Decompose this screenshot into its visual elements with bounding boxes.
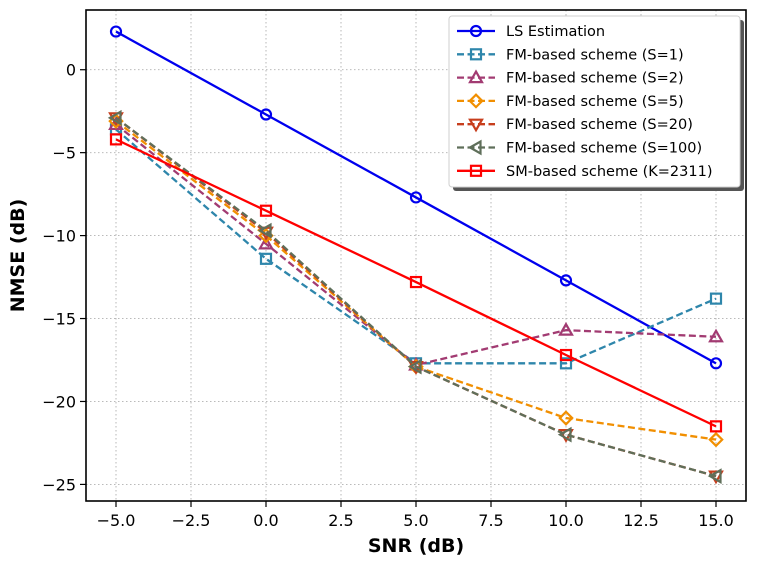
- x-tick-label: 12.5: [623, 511, 659, 530]
- grid-lines: [86, 10, 746, 501]
- data-point-ls-estimation: [409, 191, 423, 204]
- data-point-sm-based-scheme-k-2311: [259, 204, 273, 217]
- x-tick-label: 15.0: [698, 511, 734, 530]
- y-axis-title: NMSE (dB): [7, 199, 29, 313]
- legend-box: [448, 15, 741, 188]
- data-point-ls-estimation: [259, 108, 273, 121]
- data-point-fm-based-scheme-s-100: [107, 109, 122, 126]
- x-tick-label: 0.0: [253, 511, 278, 530]
- data-point-fm-based-scheme-s-100: [557, 426, 572, 443]
- data-point-fm-based-scheme-s-2: [258, 235, 274, 250]
- data-point-fm-based-scheme-s-5: [708, 431, 724, 448]
- data-point-sm-based-scheme-k-2311: [559, 348, 573, 362]
- legend-label-fm-based-scheme-s-100: FM-based scheme (S=100): [506, 141, 702, 157]
- x-tick-label: −5.0: [97, 511, 136, 530]
- series-line-ls-estimation: [115, 30, 717, 365]
- x-tick-label: 5.0: [403, 511, 428, 530]
- y-tick-label: −5: [52, 144, 76, 163]
- axis-ticks: −5.0 −2.5 0.0 2.5 5.0 7.5 10.0 12.5 15.0 0 −5 −10 −1…: [42, 61, 734, 530]
- data-point-fm-based-scheme-s-2: [708, 328, 724, 343]
- x-axis-title: SNR (dB): [368, 535, 464, 557]
- series-ls-estimation: [109, 25, 723, 370]
- legend-marker-ls-estimation: [469, 24, 483, 38]
- legend-label-fm-based-scheme-s-1: FM-based scheme (S=1): [506, 47, 684, 63]
- x-tick-label: 2.5: [328, 511, 353, 530]
- legend-marker-fm-based-scheme-s-1: [469, 48, 483, 61]
- data-point-sm-based-scheme-k-2311: [109, 133, 123, 146]
- x-tick-label: −2.5: [172, 511, 211, 530]
- x-tick-label: 10.0: [548, 511, 584, 530]
- data-point-fm-based-scheme-s-2: [558, 321, 574, 336]
- series-line-fm-based-scheme-s-100: [115, 116, 717, 478]
- legend: LS Estimation FM-based scheme (S=1) FM-bas…: [448, 15, 744, 191]
- data-point-fm-based-scheme-s-5: [558, 410, 574, 426]
- legend-marker-fm-based-scheme-s-100: [467, 139, 482, 156]
- legend-marker-fm-based-scheme-s-5: [468, 93, 484, 109]
- series-line-sm-based-scheme-k-2311: [115, 138, 717, 428]
- data-point-ls-estimation: [559, 274, 573, 287]
- data-point-ls-estimation: [709, 357, 723, 370]
- legend-label-fm-based-scheme-s-2: FM-based scheme (S=2): [506, 71, 684, 87]
- data-point-fm-based-scheme-s-100: [257, 222, 272, 239]
- data-point-fm-based-scheme-s-1: [559, 357, 573, 370]
- series-line-fm-based-scheme-s-2: [115, 123, 717, 367]
- y-tick-label: 0: [66, 61, 76, 80]
- series-sm-based-scheme-k-2311: [109, 133, 723, 433]
- legend-label-ls-estimation: LS Estimation: [506, 24, 605, 40]
- legend-label-sm-based-scheme-k-2311: SM-based scheme (K=2311): [506, 164, 713, 180]
- data-point-fm-based-scheme-s-100: [707, 468, 722, 485]
- legend-marker-sm-based-scheme-k-2311: [469, 164, 483, 177]
- data-point-sm-based-scheme-k-2311: [409, 275, 423, 289]
- data-point-ls-estimation: [109, 25, 123, 38]
- x-tick-label: 7.5: [478, 511, 503, 530]
- series-group: [107, 25, 724, 485]
- series-fm-based-scheme-s-100: [107, 109, 722, 485]
- y-tick-label: −25: [42, 475, 76, 494]
- legend-label-fm-based-scheme-s-20: FM-based scheme (S=20): [506, 117, 693, 133]
- y-tick-label: −20: [42, 392, 76, 411]
- y-tick-label: −10: [42, 227, 76, 246]
- legend-marker-fm-based-scheme-s-20: [468, 118, 484, 133]
- data-point-fm-based-scheme-s-1: [259, 252, 273, 265]
- data-point-sm-based-scheme-k-2311: [709, 420, 723, 433]
- y-tick-label: −15: [42, 310, 76, 329]
- legend-marker-fm-based-scheme-s-2: [468, 69, 484, 84]
- legend-label-fm-based-scheme-s-5: FM-based scheme (S=5): [506, 94, 684, 110]
- data-point-fm-based-scheme-s-100: [407, 358, 422, 375]
- data-point-fm-based-scheme-s-1: [709, 292, 723, 305]
